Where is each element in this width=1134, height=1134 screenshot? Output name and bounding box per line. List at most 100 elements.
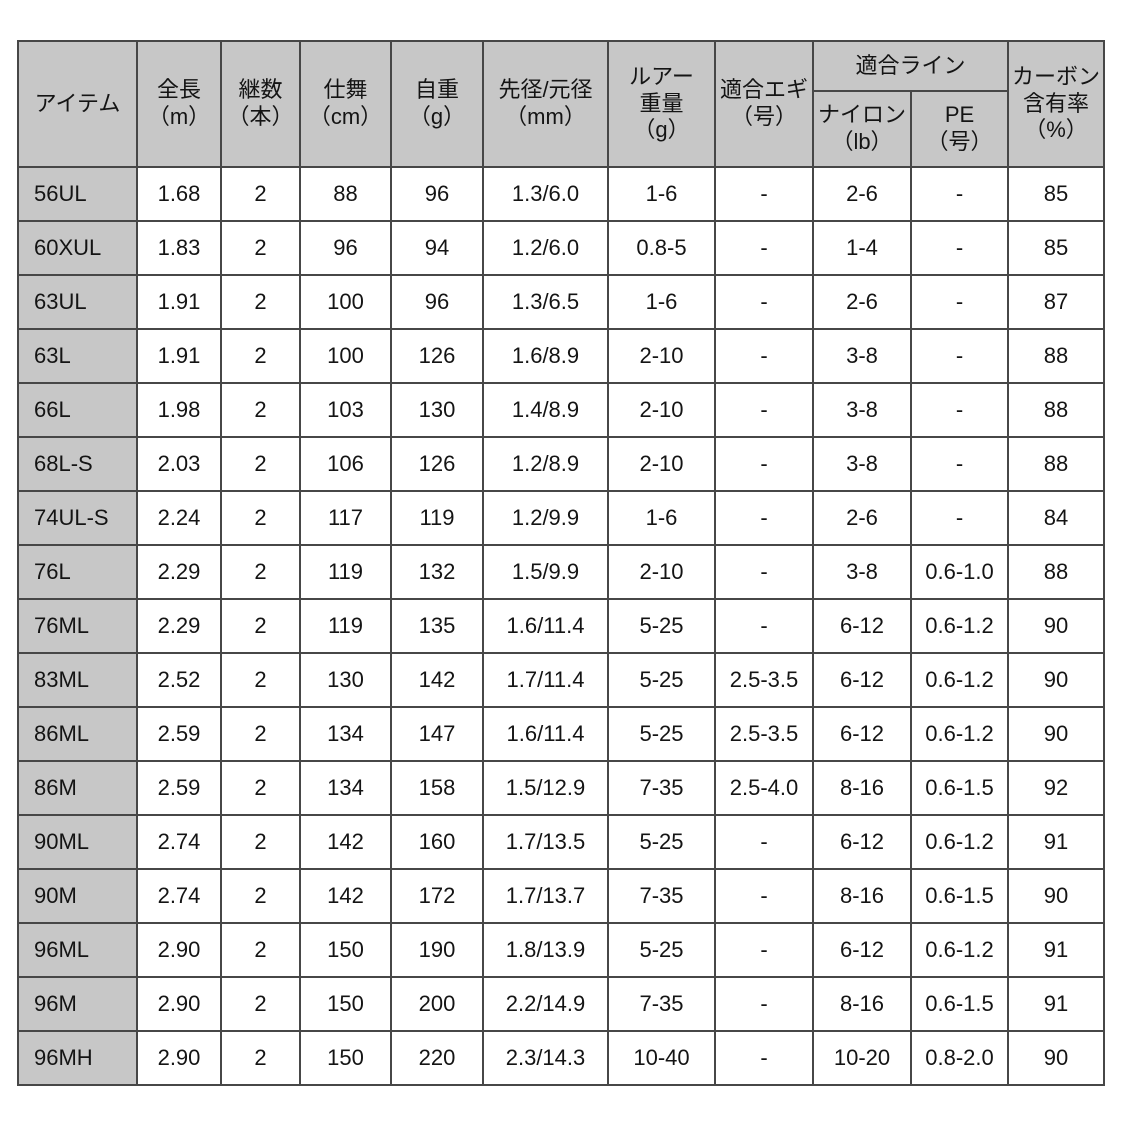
item-cell: 63UL bbox=[17, 274, 138, 330]
value-cell-lure-weight: 10-40 bbox=[607, 1030, 716, 1086]
item-cell: 76ML bbox=[17, 598, 138, 654]
col-header-lure-weight: ルアー 重量 （g） bbox=[607, 40, 716, 168]
value-cell-jijuu: 147 bbox=[390, 706, 484, 762]
value-cell-carbon: 88 bbox=[1007, 382, 1105, 438]
value-cell-tekigo-egi: - bbox=[714, 1030, 814, 1086]
value-cell-lure-weight: 0.8-5 bbox=[607, 220, 716, 276]
value-cell-sakikei-motokei: 1.5/12.9 bbox=[482, 760, 609, 816]
item-cell: 56UL bbox=[17, 166, 138, 222]
value-cell-sakikei-motokei: 1.3/6.0 bbox=[482, 166, 609, 222]
value-cell-nylon: 6-12 bbox=[812, 652, 912, 708]
value-cell-tekigo-egi: - bbox=[714, 814, 814, 870]
table-row: 90M 2.74 2 142 172 1.7/13.7 7-35-8-16 0.6-1.5 90 bbox=[17, 868, 1105, 924]
value-cell-carbon: 90 bbox=[1007, 706, 1105, 762]
value-cell-lure-weight: 5-25 bbox=[607, 652, 716, 708]
col-header-egi: 適合エギ （号） bbox=[714, 40, 814, 168]
value-cell-nylon: 3-8 bbox=[812, 328, 912, 384]
value-cell-tekigo-egi: 2.5-4.0 bbox=[714, 760, 814, 816]
item-cell: 66L bbox=[17, 382, 138, 438]
value-cell-zencho: 2.90 bbox=[136, 922, 222, 978]
value-cell-pe: - bbox=[910, 328, 1009, 384]
value-cell-sakikei-motokei: 1.7/13.5 bbox=[482, 814, 609, 870]
value-cell-shimai: 142 bbox=[299, 814, 392, 870]
value-cell-zencho: 2.74 bbox=[136, 868, 222, 924]
col-header-sections: 継数 （本） bbox=[220, 40, 301, 168]
value-cell-lure-weight: 2-10 bbox=[607, 436, 716, 492]
item-cell: 90ML bbox=[17, 814, 138, 870]
value-cell-tekigo-egi: - bbox=[714, 598, 814, 654]
item-cell: 96MH bbox=[17, 1030, 138, 1086]
value-cell-jijuu: 96 bbox=[390, 274, 484, 330]
value-cell-lure-weight: 1-6 bbox=[607, 166, 716, 222]
value-cell-carbon: 88 bbox=[1007, 436, 1105, 492]
item-cell: 68L-S bbox=[17, 436, 138, 492]
value-cell-jijuu: 119 bbox=[390, 490, 484, 546]
value-cell-jijuu: 126 bbox=[390, 436, 484, 492]
col-header-item: アイテム bbox=[17, 40, 138, 168]
value-cell-carbon: 90 bbox=[1007, 868, 1105, 924]
value-cell-tekigo-egi: - bbox=[714, 868, 814, 924]
value-cell-lure-weight: 2-10 bbox=[607, 544, 716, 600]
value-cell-pe: - bbox=[910, 274, 1009, 330]
value-cell-sakikei-motokei: 1.6/11.4 bbox=[482, 598, 609, 654]
value-cell-sakikei-motokei: 1.2/8.9 bbox=[482, 436, 609, 492]
table-row: 76ML 2.29 2 119 135 1.6/11.4 5-25-6-12 0.6-1.2 9… bbox=[17, 598, 1105, 654]
value-cell-tsugisu: 2 bbox=[220, 544, 301, 600]
value-cell-zencho: 1.91 bbox=[136, 274, 222, 330]
value-cell-tsugisu: 2 bbox=[220, 436, 301, 492]
value-cell-jijuu: 96 bbox=[390, 166, 484, 222]
value-cell-pe: 0.6-1.0 bbox=[910, 544, 1009, 600]
col-group-header-line: 適合ライン bbox=[812, 40, 1009, 92]
value-cell-pe: 0.6-1.2 bbox=[910, 652, 1009, 708]
item-cell: 76L bbox=[17, 544, 138, 600]
value-cell-sakikei-motokei: 1.7/11.4 bbox=[482, 652, 609, 708]
value-cell-shimai: 142 bbox=[299, 868, 392, 924]
table-row: 60XUL 1.83 2 96 94 1.2/6.0 0.8-5-1-4-85 bbox=[17, 220, 1105, 276]
value-cell-pe: 0.8-2.0 bbox=[910, 1030, 1009, 1086]
value-cell-tsugisu: 2 bbox=[220, 760, 301, 816]
value-cell-jijuu: 172 bbox=[390, 868, 484, 924]
value-cell-nylon: 10-20 bbox=[812, 1030, 912, 1086]
table-row: 68L-S 2.03 2 106 126 1.2/8.9 2-10-3-8-88 bbox=[17, 436, 1105, 492]
value-cell-lure-weight: 5-25 bbox=[607, 814, 716, 870]
table-row: 63L 1.91 2 100 126 1.6/8.9 2-10-3-8-88 bbox=[17, 328, 1105, 384]
value-cell-pe: 0.6-1.2 bbox=[910, 814, 1009, 870]
value-cell-carbon: 87 bbox=[1007, 274, 1105, 330]
value-cell-nylon: 6-12 bbox=[812, 706, 912, 762]
table-header: アイテム 全長 （m） 継数 （本） 仕舞 （cm） 自重 （g） 先径/元径 … bbox=[17, 40, 1105, 168]
value-cell-tekigo-egi: - bbox=[714, 490, 814, 546]
col-header-length: 全長 （m） bbox=[136, 40, 222, 168]
table-row: 96ML 2.90 2 150 190 1.8/13.9 5-25-6-12 0.6-1.2 9… bbox=[17, 922, 1105, 978]
value-cell-tekigo-egi: - bbox=[714, 976, 814, 1032]
value-cell-carbon: 90 bbox=[1007, 1030, 1105, 1086]
value-cell-shimai: 134 bbox=[299, 760, 392, 816]
table-row: 63UL 1.91 2 100 96 1.3/6.5 1-6-2-6-87 bbox=[17, 274, 1105, 330]
value-cell-carbon: 91 bbox=[1007, 922, 1105, 978]
value-cell-zencho: 2.29 bbox=[136, 598, 222, 654]
value-cell-sakikei-motokei: 1.2/9.9 bbox=[482, 490, 609, 546]
value-cell-tekigo-egi: - bbox=[714, 382, 814, 438]
value-cell-zencho: 2.59 bbox=[136, 760, 222, 816]
value-cell-jijuu: 220 bbox=[390, 1030, 484, 1086]
col-header-carbon: カーボン 含有率 （%） bbox=[1007, 40, 1105, 168]
value-cell-pe: - bbox=[910, 166, 1009, 222]
value-cell-pe: - bbox=[910, 220, 1009, 276]
value-cell-pe: - bbox=[910, 382, 1009, 438]
value-cell-pe: 0.6-1.5 bbox=[910, 760, 1009, 816]
value-cell-sakikei-motokei: 2.2/14.9 bbox=[482, 976, 609, 1032]
value-cell-sakikei-motokei: 1.3/6.5 bbox=[482, 274, 609, 330]
col-header-nylon: ナイロン （lb） bbox=[812, 90, 912, 168]
value-cell-tsugisu: 2 bbox=[220, 652, 301, 708]
col-header-closed: 仕舞 （cm） bbox=[299, 40, 392, 168]
value-cell-tekigo-egi: - bbox=[714, 544, 814, 600]
value-cell-jijuu: 135 bbox=[390, 598, 484, 654]
item-cell: 96ML bbox=[17, 922, 138, 978]
value-cell-tsugisu: 2 bbox=[220, 382, 301, 438]
value-cell-zencho: 1.68 bbox=[136, 166, 222, 222]
value-cell-zencho: 2.03 bbox=[136, 436, 222, 492]
value-cell-pe: 0.6-1.2 bbox=[910, 706, 1009, 762]
table-row: 96M 2.90 2 150 200 2.2/14.9 7-35-8-16 0.6-1.5 91 bbox=[17, 976, 1105, 1032]
value-cell-jijuu: 190 bbox=[390, 922, 484, 978]
value-cell-jijuu: 94 bbox=[390, 220, 484, 276]
value-cell-tsugisu: 2 bbox=[220, 490, 301, 546]
